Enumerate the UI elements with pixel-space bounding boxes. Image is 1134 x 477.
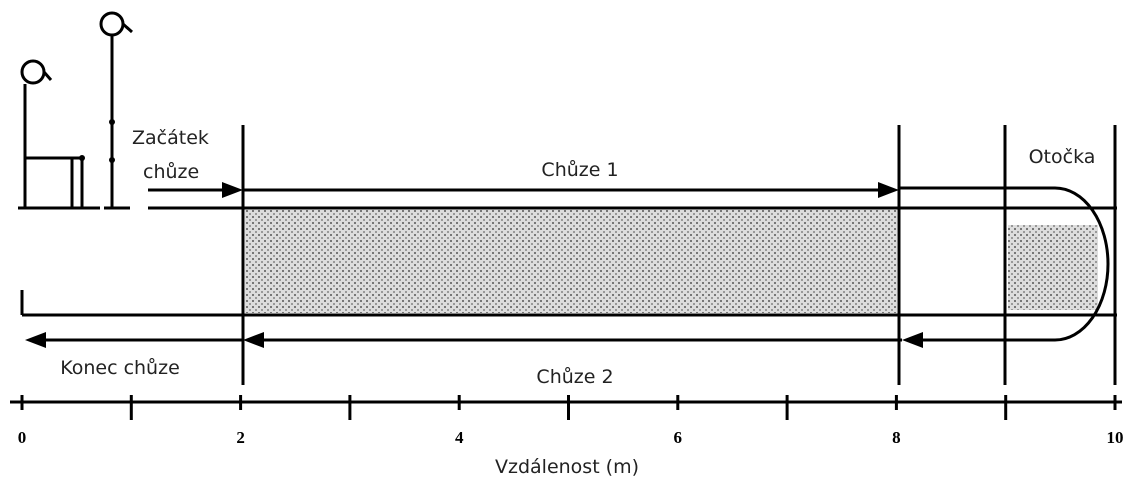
label-turn: Otočka xyxy=(1029,146,1096,168)
label-walk2: Chůze 2 xyxy=(536,366,613,388)
label-start: chůze xyxy=(143,161,199,183)
path-arrows xyxy=(25,182,1110,348)
figures xyxy=(18,11,133,210)
label-walk1: Chůze 1 xyxy=(541,159,618,181)
tick-label: 10 xyxy=(1107,428,1124,447)
label-end: Konec chůze xyxy=(60,357,180,379)
tick-label: 4 xyxy=(455,428,464,447)
axis-label: Vzdálenost (m) xyxy=(495,456,639,477)
tick-label: 2 xyxy=(236,428,245,447)
tick-label: 6 xyxy=(674,428,683,447)
tick-label: 8 xyxy=(892,428,901,447)
label-start: Začátek xyxy=(132,127,209,149)
tick-label: 0 xyxy=(18,428,27,447)
hallway xyxy=(20,125,1117,385)
